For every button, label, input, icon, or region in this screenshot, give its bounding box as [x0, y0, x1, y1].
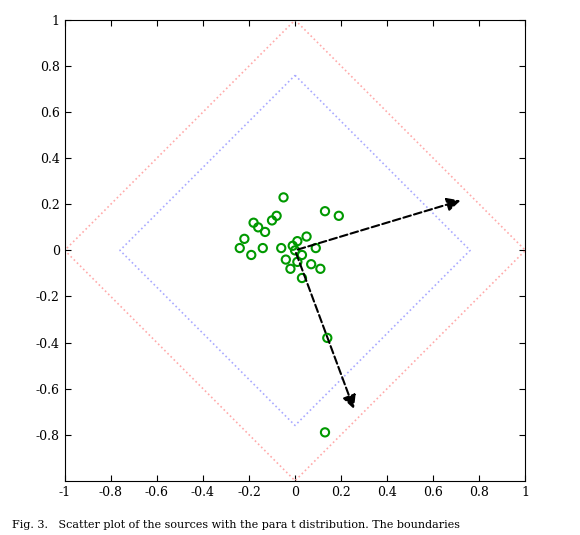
Point — [288, 241, 298, 250]
Point — [258, 244, 267, 253]
Point — [316, 264, 325, 273]
Point — [235, 244, 244, 253]
Point — [249, 218, 258, 227]
Point — [272, 211, 281, 220]
Point — [246, 251, 256, 259]
Point — [240, 234, 249, 243]
Point — [334, 211, 343, 220]
Point — [281, 255, 291, 264]
Point — [291, 246, 300, 255]
Point — [311, 244, 320, 253]
Point — [279, 193, 288, 202]
Point — [322, 334, 332, 342]
Point — [277, 244, 286, 253]
Text: Fig. 3.   Scatter plot of the sources with the para t distribution. The boundari: Fig. 3. Scatter plot of the sources with… — [12, 519, 459, 530]
Point — [267, 216, 277, 225]
Point — [302, 232, 311, 241]
Point — [306, 260, 316, 269]
Point — [260, 228, 270, 236]
Point — [320, 428, 329, 437]
Point — [298, 274, 307, 282]
Point — [320, 207, 329, 216]
Point — [253, 223, 263, 232]
Point — [293, 258, 302, 266]
Point — [293, 237, 302, 246]
Point — [286, 264, 295, 273]
Point — [298, 251, 307, 259]
